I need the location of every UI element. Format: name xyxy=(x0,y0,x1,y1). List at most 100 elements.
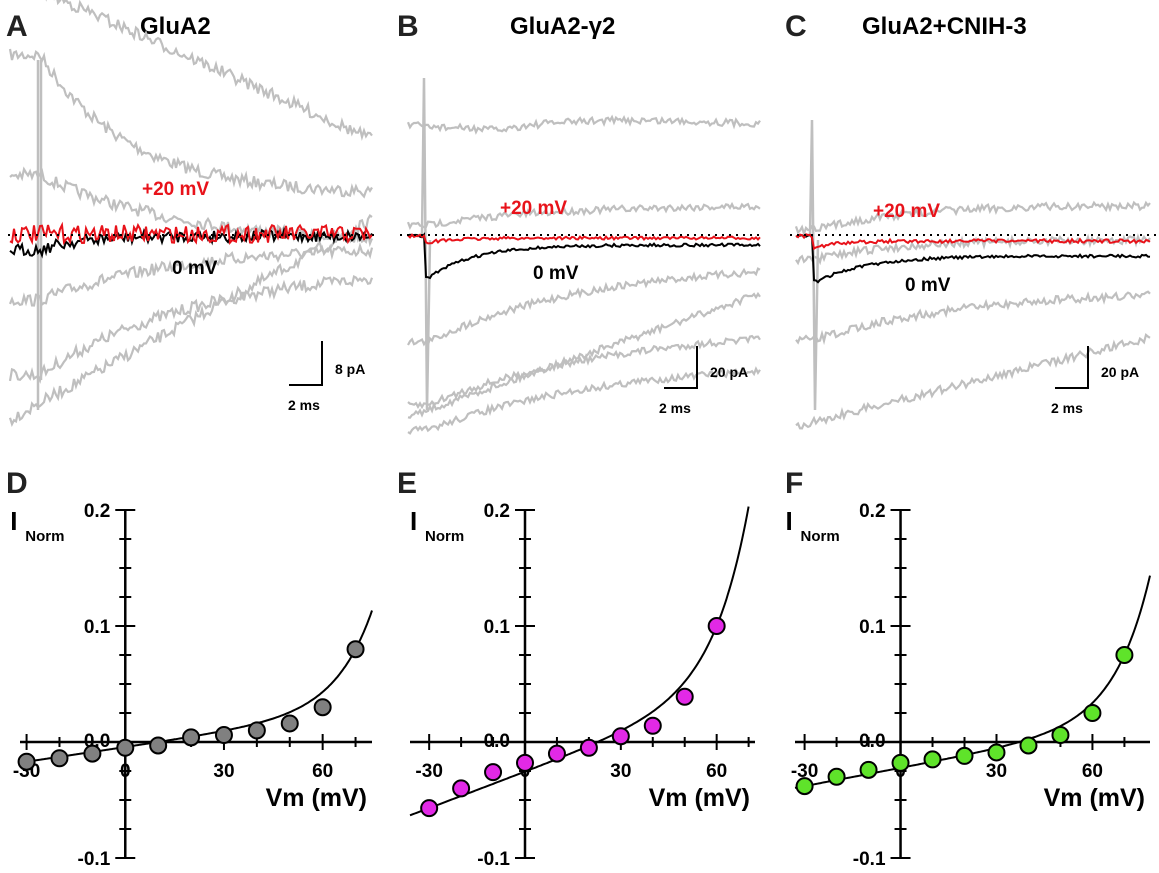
x-axis-title: Vm (mV) xyxy=(266,784,367,812)
panel-letter-f: F xyxy=(785,467,803,500)
scale-label-y-c: 20 pA xyxy=(1101,364,1139,380)
panel-b: B GluA2-γ2 +20 mV 0 mV 20 pA 2 ms xyxy=(397,10,762,435)
panel-letter-b: B xyxy=(397,10,419,43)
panel-title-c: GluA2+CNIH-3 xyxy=(862,13,1027,40)
fit-curve xyxy=(409,506,750,817)
data-point xyxy=(420,799,439,818)
x-tick-label: -30 xyxy=(415,761,442,782)
data-point xyxy=(50,749,69,768)
gray-trace xyxy=(9,166,374,248)
y-tick-label: -0.1 xyxy=(477,849,510,870)
panel-letter-e: E xyxy=(397,467,417,500)
x-tick-label: -30 xyxy=(791,761,818,782)
data-point xyxy=(1051,726,1070,745)
y-tick-label: 0.1 xyxy=(84,617,111,638)
gray-trace xyxy=(794,200,1151,238)
data-point xyxy=(346,640,365,659)
x-tick-label: 60 xyxy=(312,761,333,782)
data-point xyxy=(547,744,566,763)
data-point xyxy=(579,738,598,757)
data-point xyxy=(484,763,503,782)
data-point xyxy=(827,767,846,786)
label-plus20mv-c: +20 mV xyxy=(873,201,940,222)
label-0mv-a: 0 mV xyxy=(172,258,218,279)
y-tick-label: 0.2 xyxy=(859,501,885,522)
data-point xyxy=(611,727,630,746)
gray-trace xyxy=(406,201,761,231)
origin-label: 0.0 xyxy=(484,731,510,752)
traces-a xyxy=(8,0,374,427)
data-point xyxy=(313,698,332,717)
data-point xyxy=(214,726,233,745)
trace-0mv xyxy=(795,234,1151,284)
x-tick-label: 60 xyxy=(1082,761,1103,782)
traces-b xyxy=(406,77,761,435)
y-axis-title: I xyxy=(786,506,793,536)
gray-trace xyxy=(407,366,761,435)
trace-0mv xyxy=(9,226,373,259)
gray-trace xyxy=(8,274,374,384)
y-axis-title-subscript: Norm xyxy=(425,528,464,545)
panel-letter-d: D xyxy=(6,467,28,500)
gray-trace xyxy=(8,48,373,199)
y-axis-title: I xyxy=(410,506,417,536)
y-tick-label: -0.1 xyxy=(78,849,111,870)
label-plus20mv-b: +20 mV xyxy=(500,198,567,219)
label-0mv-b: 0 mV xyxy=(533,263,579,284)
gray-trace xyxy=(407,334,761,410)
x-tick-label: 0 xyxy=(120,761,131,782)
data-point xyxy=(923,750,942,769)
x-tick-label: 30 xyxy=(986,761,1007,782)
traces-c xyxy=(794,119,1151,430)
x-axis-title: Vm (mV) xyxy=(649,784,750,812)
x-tick-label: 30 xyxy=(610,761,631,782)
trace-0mv xyxy=(407,232,761,280)
y-axis-title-subscript: Norm xyxy=(801,528,840,545)
gray-trace xyxy=(407,291,761,419)
scale-label-x-c: 2 ms xyxy=(1051,400,1083,416)
trace-plus20mv xyxy=(407,233,761,245)
scale-bar-c xyxy=(1055,346,1089,389)
gray-trace xyxy=(795,290,1151,346)
panel-title-a: GluA2 xyxy=(140,13,211,40)
data-point xyxy=(891,753,910,772)
x-tick-label: 60 xyxy=(706,761,727,782)
panel-c: C GluA2+CNIH-3 +20 mV 0 mV 20 pA 2 ms xyxy=(785,10,1157,430)
y-tick-label: 0.1 xyxy=(484,617,511,638)
y-axis-title-subscript: Norm xyxy=(25,528,64,545)
label-0mv-c: 0 mV xyxy=(905,275,951,296)
scale-bar-a xyxy=(289,341,323,386)
gray-trace xyxy=(45,0,373,142)
panel-title-b: GluA2-γ2 xyxy=(510,13,615,40)
scale-bar-b xyxy=(664,346,698,389)
data-point xyxy=(516,753,534,772)
data-point xyxy=(643,716,662,735)
trace-plus20mv xyxy=(795,233,1151,251)
scale-label-y-a: 8 pA xyxy=(335,361,365,377)
gray-trace xyxy=(407,267,761,348)
data-point xyxy=(452,779,471,798)
data-point xyxy=(149,736,168,755)
x-tick-label: 30 xyxy=(213,761,234,782)
data-point xyxy=(116,738,135,757)
x-axis-title: Vm (mV) xyxy=(1044,784,1145,812)
stimulus-artifact xyxy=(420,77,432,411)
panel-a: A GluA2 +20 mV 0 mV 8 pA 2 ms xyxy=(6,0,378,427)
y-tick-label: 0.2 xyxy=(484,501,510,522)
scale-label-x-a: 2 ms xyxy=(288,397,320,413)
gray-trace xyxy=(8,214,373,427)
data-point xyxy=(859,760,878,779)
data-point xyxy=(795,777,814,796)
y-tick-label: 0.1 xyxy=(859,617,886,638)
data-point xyxy=(675,687,694,706)
panel-letter-a: A xyxy=(6,10,28,43)
data-point xyxy=(1115,646,1134,664)
data-point xyxy=(955,746,974,765)
data-point xyxy=(17,752,36,771)
